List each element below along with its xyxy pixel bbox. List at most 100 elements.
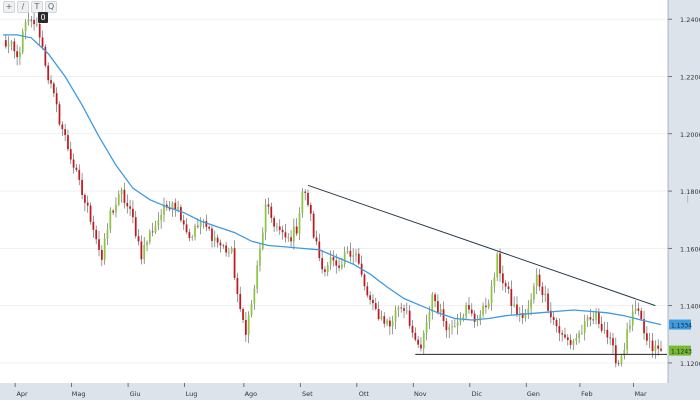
candle [276,226,278,228]
zoom-icon[interactable]: Q [45,1,57,13]
y-axis: 1.2400 1.2200 1.2000 1.1800 1.1600 1.1400 1.12… [667,0,700,383]
crosshair-icon[interactable]: + [3,1,15,13]
candle [623,349,626,356]
candle [420,344,422,349]
candle [213,237,216,241]
candle [629,325,631,330]
candle [485,305,487,308]
candle [363,274,366,287]
indicator-count-badge[interactable]: 0 [38,12,48,23]
candle [578,333,580,339]
candle [405,310,408,312]
candle [352,255,355,257]
candle [64,129,67,136]
candle [369,295,371,300]
candle [30,19,33,21]
x-tick-label: Ott [359,390,370,398]
candle [117,194,120,205]
candle [84,194,86,203]
candle [456,321,459,327]
candle [549,310,552,318]
candle [527,308,530,313]
candle [219,242,222,246]
x-axis-panel [0,383,700,400]
candle [143,244,146,260]
candle [307,192,309,205]
candle [547,293,549,311]
candles [4,12,662,368]
candle [233,248,236,278]
candle [552,317,555,321]
candle [355,253,357,256]
candle [326,264,329,272]
price-last-label-box [669,345,691,356]
candle [148,231,151,243]
candle [211,228,213,241]
candle [208,226,211,229]
candle [453,326,456,327]
candle [646,333,648,341]
candle [261,232,264,249]
x-tick-label: Feb [581,390,593,398]
candle [129,206,131,209]
candle [338,265,340,268]
candle [634,308,637,312]
candle [513,304,516,306]
candle [180,207,182,221]
candle [33,19,35,25]
candle [273,217,275,227]
y-axis-watermark: — [683,195,692,203]
resistance-trendline [307,184,656,307]
candle [50,80,52,84]
candle [566,337,569,340]
y-tick-label: 1.1600 [680,245,700,253]
candle [278,226,281,230]
candle [581,332,583,334]
candle [434,294,436,302]
pencil-icon[interactable]: / [17,1,29,13]
candle [408,310,411,326]
text-icon[interactable]: T [31,1,43,13]
candle [92,221,95,230]
candle [284,232,287,238]
candle [58,104,61,125]
candle [490,286,493,304]
candle [445,321,448,331]
candle [324,269,326,272]
candle [431,294,434,313]
candle [459,319,462,322]
candle [386,320,388,324]
candle [98,239,100,250]
candle [132,208,134,218]
candle [126,202,129,207]
candle [244,319,247,335]
candle [69,149,72,160]
candle [123,189,126,203]
candle [482,305,484,315]
x-tick-label: Mar [634,390,647,398]
candle [335,260,338,266]
candle [589,317,592,320]
candle [81,179,83,195]
candle [182,220,185,225]
candle [439,309,442,313]
candle [479,314,482,321]
candle [372,299,374,304]
candle [10,41,13,45]
candle [55,93,58,105]
candle [293,226,295,242]
candle [510,289,513,306]
candle [349,250,352,257]
candle [89,205,92,222]
candle [95,229,98,240]
x-tick-label: Apr [16,390,28,398]
y-tick-label: 1.2200 [680,73,700,81]
candle [569,339,572,345]
candle [236,277,239,294]
candle [72,159,75,168]
y-tick-label: 1.2400 [680,16,700,24]
candle [451,326,453,328]
y-tick-label: 1.1800 [680,188,700,196]
candle [341,264,343,268]
candle [530,299,532,309]
